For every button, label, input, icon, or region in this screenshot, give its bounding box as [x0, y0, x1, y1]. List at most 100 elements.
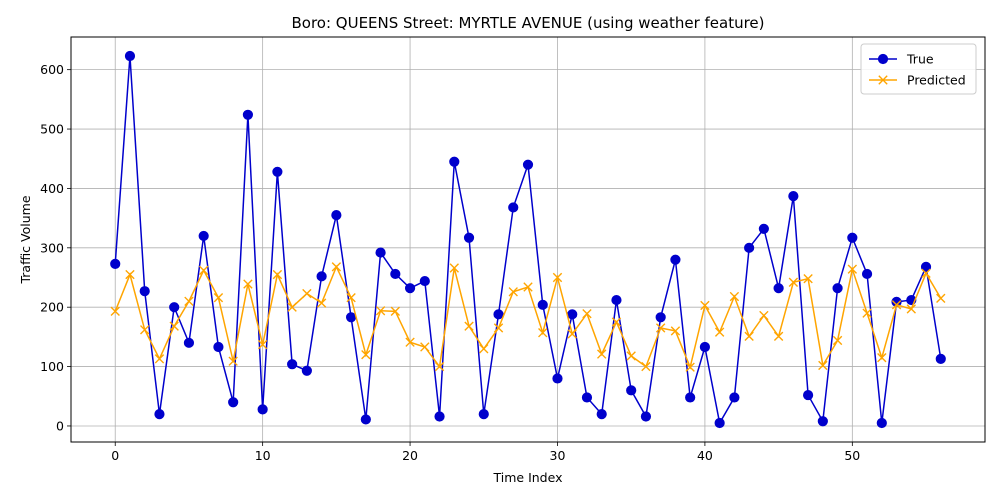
series-true	[110, 50, 946, 429]
marker-stroke	[508, 287, 518, 297]
data-point	[522, 159, 534, 170]
data-point	[567, 309, 578, 320]
data-point	[700, 300, 710, 311]
marker-stroke	[154, 354, 165, 364]
data-point	[169, 302, 180, 313]
data-point	[243, 279, 253, 289]
data-point	[361, 350, 371, 360]
data-point	[419, 275, 430, 287]
legend-box	[860, 43, 977, 95]
data-point	[611, 317, 622, 327]
data-point	[744, 331, 754, 341]
data-point	[552, 272, 563, 283]
data-point	[655, 323, 666, 333]
marker-stroke	[641, 361, 651, 372]
data-point	[316, 298, 327, 308]
y-tick-label: 400	[40, 181, 64, 196]
data-point	[847, 232, 858, 243]
data-point	[861, 268, 873, 280]
data-point	[699, 341, 711, 353]
y-tick-label: 300	[40, 240, 64, 255]
data-point	[685, 362, 695, 372]
legend-item: True	[869, 52, 934, 67]
marker-stroke	[110, 306, 120, 317]
data-point	[655, 312, 666, 323]
x-tick-label: 50	[844, 448, 860, 463]
data-point	[670, 326, 681, 336]
marker-stroke	[700, 300, 710, 311]
marker-stroke	[420, 342, 430, 352]
marker-stroke	[670, 326, 681, 336]
data-point	[154, 354, 165, 364]
data-point	[508, 287, 518, 297]
data-point	[788, 191, 799, 202]
marker-stroke	[847, 264, 858, 274]
data-point	[390, 306, 401, 317]
data-point	[301, 365, 312, 376]
legend: True Predicted	[860, 43, 977, 95]
data-point	[316, 271, 327, 282]
x-tick-label: 10	[255, 448, 271, 463]
marker-stroke	[906, 304, 916, 314]
data-point	[596, 408, 607, 420]
y-tick-label: 200	[40, 300, 64, 315]
data-point	[272, 269, 283, 280]
marker-stroke	[316, 298, 327, 308]
data-point	[847, 264, 858, 274]
data-point	[420, 342, 430, 352]
marker-stroke	[449, 263, 459, 273]
marker-stroke	[287, 302, 297, 312]
marker-stroke	[184, 296, 194, 306]
data-point	[581, 392, 593, 403]
data-point	[463, 232, 475, 243]
marker-stroke	[597, 349, 607, 359]
marker-stroke	[479, 344, 489, 354]
data-point	[493, 309, 504, 320]
marker-stroke	[523, 282, 533, 292]
data-point	[685, 392, 696, 403]
marker-stroke	[140, 325, 150, 335]
data-point	[567, 329, 577, 339]
y-tick-label: 600	[40, 62, 64, 77]
data-point	[611, 294, 622, 306]
marker-stroke	[611, 317, 622, 327]
data-point	[891, 300, 902, 310]
marker-stroke	[744, 331, 754, 341]
data-point	[818, 360, 828, 371]
series-layer	[110, 50, 946, 429]
marker-stroke	[878, 75, 888, 85]
data-point	[346, 293, 356, 303]
data-point	[213, 341, 224, 353]
data-point	[242, 109, 254, 120]
marker-stroke	[818, 360, 828, 371]
marker-stroke	[464, 321, 474, 331]
data-point	[478, 408, 489, 420]
data-point	[788, 277, 799, 287]
data-point	[110, 258, 121, 269]
data-point	[257, 339, 268, 350]
data-point	[198, 265, 209, 276]
data-point	[302, 288, 312, 299]
marker-stroke	[272, 269, 283, 280]
marker-stroke	[759, 310, 769, 321]
marker-stroke	[434, 361, 445, 372]
marker-stroke	[346, 293, 356, 303]
data-point	[464, 321, 474, 331]
data-point	[493, 323, 504, 333]
data-point	[744, 242, 755, 253]
data-point	[817, 416, 828, 427]
data-point	[935, 353, 946, 364]
data-point	[287, 302, 297, 312]
marker-stroke	[125, 269, 135, 280]
data-point	[331, 210, 342, 221]
data-point	[582, 309, 592, 319]
marker-stroke	[788, 277, 799, 287]
data-point	[360, 414, 371, 425]
data-point	[375, 306, 386, 316]
data-point	[110, 306, 120, 317]
marker-stroke	[375, 306, 386, 316]
data-point	[184, 296, 194, 306]
data-point	[773, 331, 784, 341]
